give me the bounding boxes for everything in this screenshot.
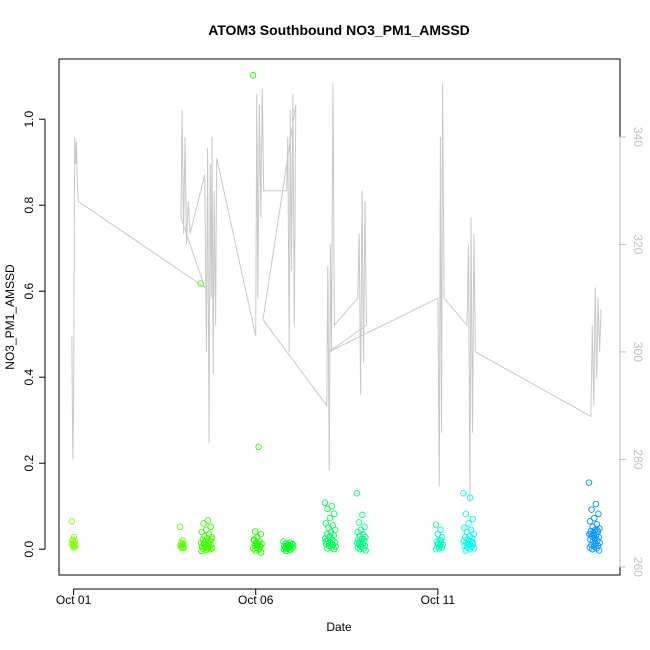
data-point: [285, 541, 292, 549]
y-tick-label: 0.8: [22, 197, 36, 214]
data-point: [589, 545, 596, 553]
data-point: [330, 532, 337, 539]
data-point: [255, 443, 262, 451]
y2-tick-label: 280: [631, 449, 645, 469]
data-point: [470, 545, 478, 552]
data-point: [591, 534, 599, 542]
data-point: [256, 542, 263, 549]
data-point: [326, 533, 334, 540]
y2-tick-label: 300: [631, 342, 645, 362]
data-point: [322, 538, 329, 545]
data-point: [432, 521, 440, 528]
plot-frame: [58, 58, 621, 576]
data-point: [433, 545, 440, 553]
data-point: [434, 530, 442, 538]
y2-tick-label: 260: [631, 557, 645, 577]
data-point: [590, 514, 598, 522]
data-point: [204, 517, 212, 524]
data-point: [68, 518, 76, 525]
data-point: [355, 539, 363, 547]
x-axis-label: Date: [326, 620, 352, 634]
data-point: [362, 533, 369, 541]
data-point: [331, 510, 338, 518]
data-point: [585, 479, 593, 486]
secondary-series-line: [71, 83, 602, 503]
data-point: [358, 535, 366, 543]
data-point: [207, 523, 214, 531]
data-point: [282, 547, 290, 555]
y2-tick-label: 320: [631, 234, 645, 254]
data-point: [70, 544, 78, 551]
data-point: [362, 547, 369, 554]
x-tick-label: Oct 06: [238, 593, 274, 607]
data-point: [590, 531, 597, 539]
data-point: [594, 527, 601, 534]
data-point: [180, 544, 187, 552]
y-tick-label: 0.2: [22, 455, 36, 472]
data-point: [289, 540, 296, 548]
data-point: [249, 72, 257, 79]
axes-layer: 0.0 0.2 0.4 0.6 0.8 1.0 Oct 01 Oct 06 Oct 11 260 2…: [22, 111, 645, 607]
data-point: [460, 490, 467, 497]
data-point: [257, 530, 265, 538]
data-point: [359, 511, 366, 519]
data-point: [204, 545, 211, 552]
data-point: [257, 549, 265, 556]
data-point: [324, 505, 331, 513]
data-point: [197, 280, 204, 287]
data-point: [252, 547, 259, 554]
data-point: [202, 546, 210, 554]
points-layer: [68, 72, 603, 556]
y-tick-label: 0.4: [22, 369, 36, 386]
data-point: [355, 519, 363, 526]
chart-title: ATOM3 Southbound NO3_PM1_AMSSD: [208, 22, 470, 38]
data-point: [586, 518, 594, 525]
data-point: [330, 545, 338, 553]
y-tick-label: 1.0: [22, 111, 36, 128]
y-axis-label: NO3_PM1_AMSSD: [3, 264, 17, 370]
data-point: [321, 499, 329, 507]
data-point: [462, 547, 469, 554]
x-tick-label: Oct 01: [56, 593, 92, 607]
data-point: [251, 528, 259, 535]
data-point: [71, 541, 78, 548]
data-point: [208, 535, 215, 543]
data-point: [438, 544, 446, 551]
data-point: [177, 523, 184, 531]
data-point: [198, 547, 205, 555]
data-point: [361, 523, 368, 531]
data-point: [324, 545, 331, 552]
data-point: [360, 545, 367, 552]
data-point: [200, 520, 207, 527]
data-point: [595, 547, 603, 554]
data-point: [179, 541, 186, 549]
data-point: [435, 545, 443, 552]
data-point: [465, 541, 472, 548]
data-point: [465, 520, 472, 527]
data-point: [434, 540, 442, 547]
y-tick-label: 0.6: [22, 283, 36, 300]
data-point: [329, 541, 336, 548]
data-point: [205, 540, 212, 548]
data-point: [466, 545, 474, 553]
data-point: [353, 490, 361, 497]
data-point: [595, 510, 602, 518]
data-point: [469, 515, 476, 523]
data-point: [208, 544, 216, 552]
data-point: [588, 506, 595, 513]
data-point: [250, 537, 258, 544]
data-point: [255, 545, 263, 553]
data-point: [328, 502, 335, 510]
data-point: [596, 525, 603, 532]
data-point: [326, 514, 334, 522]
y2-tick-label: 340: [631, 127, 645, 147]
secondary-line-layer: [71, 83, 602, 503]
data-point: [592, 500, 600, 508]
data-point: [462, 510, 470, 518]
data-point: [201, 539, 208, 546]
data-point: [466, 494, 474, 501]
x-tick-label: Oct 11: [421, 593, 456, 607]
y-tick-label: 0.0: [22, 541, 36, 558]
